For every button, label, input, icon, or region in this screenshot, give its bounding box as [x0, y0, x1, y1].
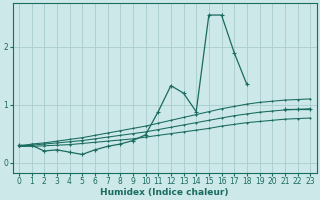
X-axis label: Humidex (Indice chaleur): Humidex (Indice chaleur) — [100, 188, 229, 197]
